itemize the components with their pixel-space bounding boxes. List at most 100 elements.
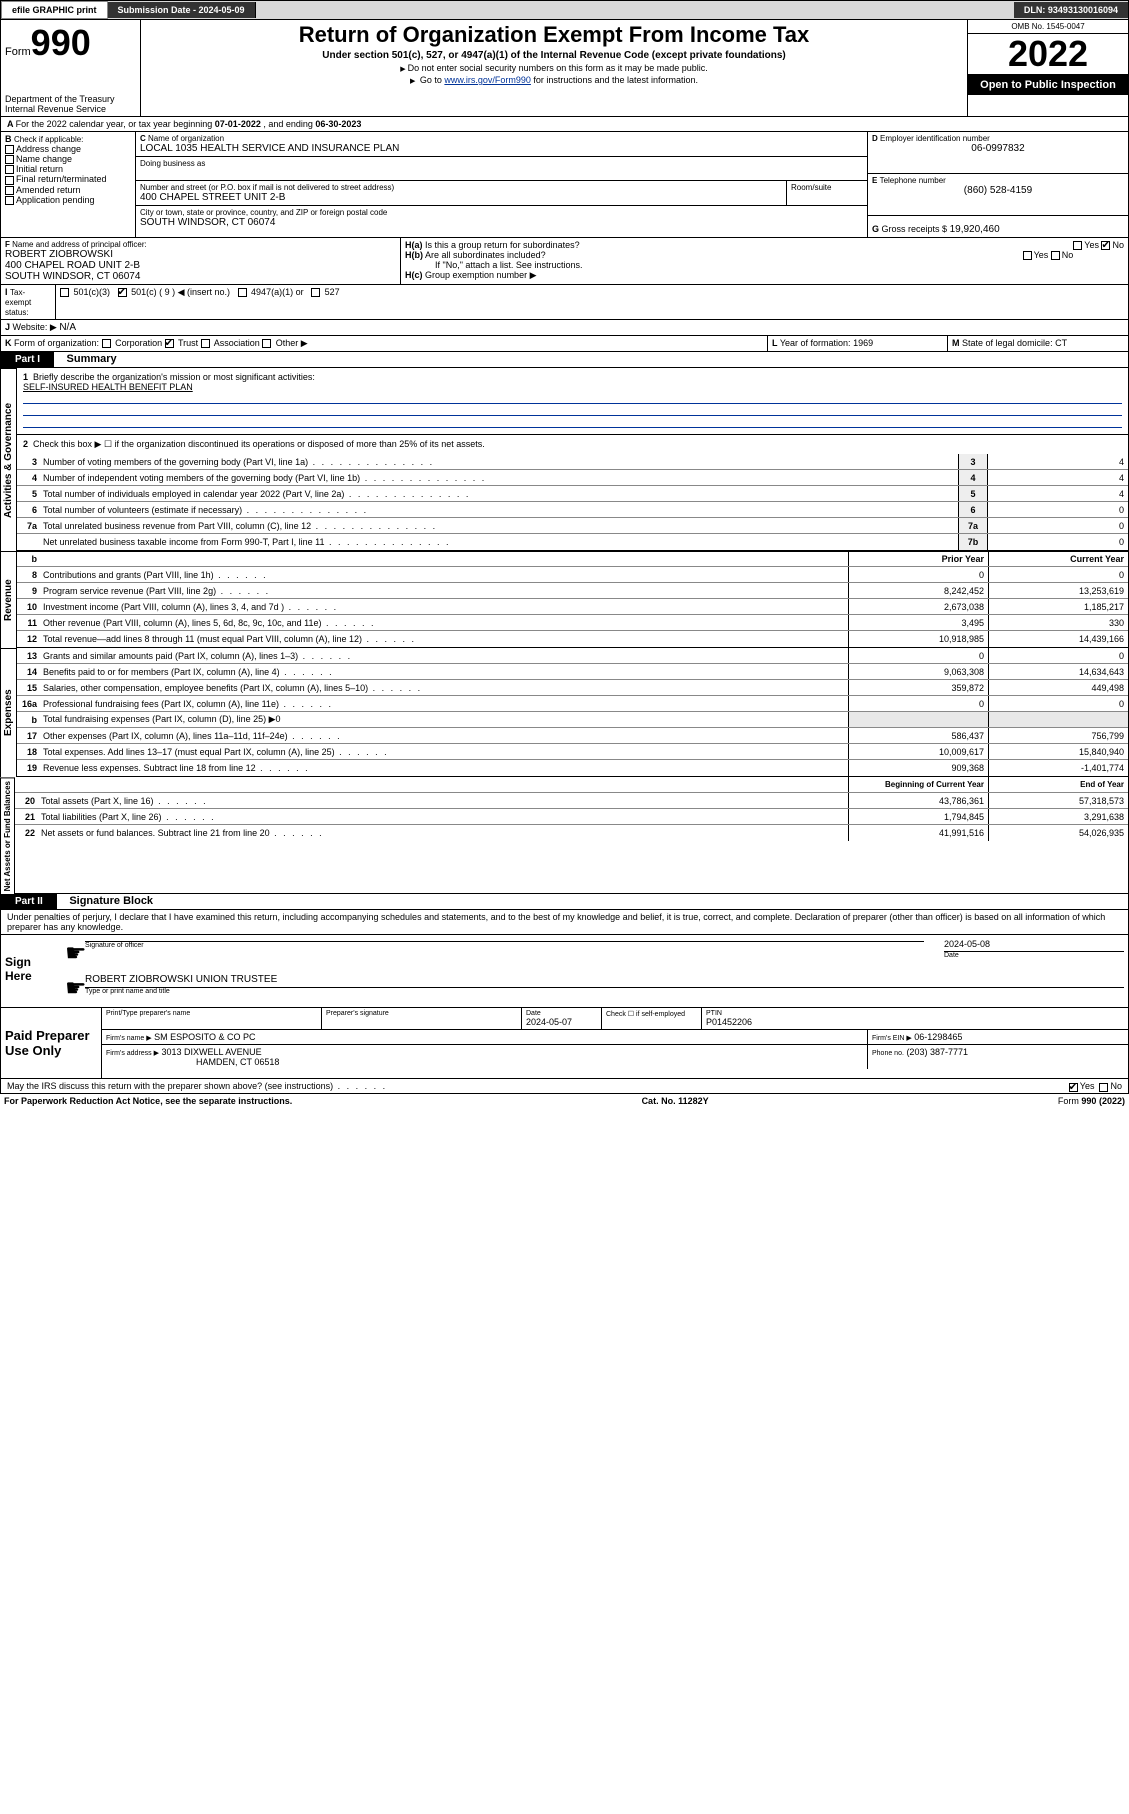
public-inspection: Open to Public Inspection bbox=[968, 75, 1128, 95]
chk-corp[interactable] bbox=[102, 339, 111, 348]
line-a: A For the 2022 calendar year, or tax yea… bbox=[0, 117, 1129, 132]
chk-4947[interactable] bbox=[238, 288, 247, 297]
exp-label: Expenses bbox=[0, 648, 17, 777]
penalty-text: Under penalties of perjury, I declare th… bbox=[0, 910, 1129, 935]
chk-name-change[interactable]: Name change bbox=[16, 154, 72, 164]
data-row: 8 Contributions and grants (Part VIII, l… bbox=[17, 567, 1128, 583]
form-subtitle: Under section 501(c), 527, or 4947(a)(1)… bbox=[149, 50, 959, 61]
chk-pending[interactable]: Application pending bbox=[16, 195, 95, 205]
year-formation: 1969 bbox=[853, 338, 873, 348]
firm-name: SM ESPOSITO & CO PC bbox=[154, 1032, 255, 1042]
chk-501c3[interactable] bbox=[60, 288, 69, 297]
data-row: 18 Total expenses. Add lines 13–17 (must… bbox=[17, 744, 1128, 760]
data-row: 13 Grants and similar amounts paid (Part… bbox=[17, 648, 1128, 664]
chk-amended[interactable]: Amended return bbox=[16, 185, 81, 195]
gov-row: 3 Number of voting members of the govern… bbox=[17, 454, 1128, 470]
hb-no[interactable] bbox=[1051, 251, 1060, 260]
phone: (860) 528-4159 bbox=[872, 185, 1124, 196]
gov-label: Activities & Governance bbox=[0, 368, 17, 551]
part1-revenue: Revenue b Prior Year Current Year 8 Cont… bbox=[0, 551, 1129, 648]
chk-other[interactable] bbox=[262, 339, 271, 348]
chk-501c[interactable] bbox=[118, 288, 127, 297]
chk-address-change[interactable]: Address change bbox=[16, 144, 81, 154]
dln: DLN: 93493130016094 bbox=[1014, 2, 1128, 18]
data-row: 21 Total liabilities (Part X, line 26) 1… bbox=[15, 809, 1128, 825]
ssn-note: Do not enter social security numbers on … bbox=[149, 63, 959, 73]
officer-print-name: ROBERT ZIOBROWSKI UNION TRUSTEE bbox=[85, 974, 1124, 985]
state-domicile: CT bbox=[1055, 338, 1067, 348]
firm-phone: (203) 387-7771 bbox=[906, 1047, 968, 1057]
tax-exempt-row: I Tax-exempt status: 501(c)(3) 501(c) ( … bbox=[0, 285, 1129, 320]
ha-yes[interactable] bbox=[1073, 241, 1082, 250]
part1-net-assets: Net Assets or Fund Balances Beginning of… bbox=[0, 777, 1129, 894]
discuss-yes[interactable] bbox=[1069, 1083, 1078, 1092]
org-name: LOCAL 1035 HEALTH SERVICE AND INSURANCE … bbox=[140, 143, 863, 154]
tax-year: 2022 bbox=[968, 34, 1128, 75]
submission-date: Submission Date - 2024-05-09 bbox=[108, 2, 256, 18]
chk-trust[interactable] bbox=[165, 339, 174, 348]
topbar: efile GRAPHIC print Submission Date - 20… bbox=[0, 0, 1129, 20]
form-number: Form990 bbox=[5, 22, 136, 64]
ptin: P01452206 bbox=[706, 1017, 1124, 1027]
chk-initial-return[interactable]: Initial return bbox=[16, 164, 63, 174]
hb-yes[interactable] bbox=[1023, 251, 1032, 260]
discuss-no[interactable] bbox=[1099, 1083, 1108, 1092]
data-row: 14 Benefits paid to or for members (Part… bbox=[17, 664, 1128, 680]
gov-row: 7a Total unrelated business revenue from… bbox=[17, 518, 1128, 534]
firm-ein: 06-1298465 bbox=[914, 1032, 962, 1042]
data-row: 9 Program service revenue (Part VIII, li… bbox=[17, 583, 1128, 599]
sig-date: 2024-05-08 bbox=[944, 939, 1124, 949]
part2-header: Part II Signature Block bbox=[0, 894, 1129, 910]
part1-header: Part I Summary bbox=[0, 352, 1129, 368]
org-address: 400 CHAPEL STREET UNIT 2-B bbox=[140, 192, 782, 203]
data-row: 11 Other revenue (Part VIII, column (A),… bbox=[17, 615, 1128, 631]
page-footer: For Paperwork Reduction Act Notice, see … bbox=[0, 1094, 1129, 1108]
rev-label: Revenue bbox=[0, 551, 17, 648]
data-row: 16a Professional fundraising fees (Part … bbox=[17, 696, 1128, 712]
ein: 06-0997832 bbox=[872, 143, 1124, 154]
officer-group-block: F Name and address of principal officer:… bbox=[0, 238, 1129, 285]
gov-row: Net unrelated business taxable income fr… bbox=[17, 534, 1128, 550]
current-year-hdr: Current Year bbox=[988, 552, 1128, 566]
officer-name: ROBERT ZIOBROWSKI bbox=[5, 249, 396, 260]
org-city: SOUTH WINDSOR, CT 06074 bbox=[140, 217, 863, 228]
form-title: Return of Organization Exempt From Incom… bbox=[149, 22, 959, 48]
part1-governance: Activities & Governance 1 Briefly descri… bbox=[0, 368, 1129, 551]
discuss-row: May the IRS discuss this return with the… bbox=[0, 1079, 1129, 1094]
data-row: b Total fundraising expenses (Part IX, c… bbox=[17, 712, 1128, 728]
link-note: Go to www.irs.gov/Form990 for instructio… bbox=[149, 75, 959, 85]
website: N/A bbox=[59, 322, 76, 333]
form-org-row: K Form of organization: Corporation Trus… bbox=[0, 336, 1129, 352]
irs-link[interactable]: www.irs.gov/Form990 bbox=[444, 75, 531, 85]
omb-number: OMB No. 1545-0047 bbox=[968, 20, 1128, 34]
chk-527[interactable] bbox=[311, 288, 320, 297]
data-row: 22 Net assets or fund balances. Subtract… bbox=[15, 825, 1128, 841]
data-row: 12 Total revenue—add lines 8 through 11 … bbox=[17, 631, 1128, 647]
data-row: 17 Other expenses (Part IX, column (A), … bbox=[17, 728, 1128, 744]
net-label: Net Assets or Fund Balances bbox=[0, 777, 15, 894]
data-row: 19 Revenue less expenses. Subtract line … bbox=[17, 760, 1128, 776]
identity-block: B Check if applicable: Address change Na… bbox=[0, 132, 1129, 238]
firm-addr: 3013 DIXWELL AVENUE bbox=[162, 1047, 262, 1057]
prior-year-hdr: Prior Year bbox=[848, 552, 988, 566]
mission: SELF-INSURED HEALTH BENEFIT PLAN bbox=[23, 382, 1122, 392]
dept-treasury: Department of the Treasury bbox=[5, 94, 136, 104]
gov-row: 6 Total number of volunteers (estimate i… bbox=[17, 502, 1128, 518]
irs-label: Internal Revenue Service bbox=[5, 104, 136, 114]
ha-no[interactable] bbox=[1101, 241, 1110, 250]
gov-row: 5 Total number of individuals employed i… bbox=[17, 486, 1128, 502]
chk-assoc[interactable] bbox=[201, 339, 210, 348]
prep-date: 2024-05-07 bbox=[526, 1017, 597, 1027]
form-header: Form990 Department of the Treasury Inter… bbox=[0, 20, 1129, 117]
gov-row: 4 Number of independent voting members o… bbox=[17, 470, 1128, 486]
part1-expenses: Expenses 13 Grants and similar amounts p… bbox=[0, 648, 1129, 777]
efile-btn[interactable]: efile GRAPHIC print bbox=[1, 1, 108, 19]
gross-receipts: 19,920,460 bbox=[950, 224, 1000, 235]
website-row: J Website: ▶ N/A bbox=[0, 320, 1129, 336]
chk-final-return[interactable]: Final return/terminated bbox=[16, 174, 107, 184]
eoy-hdr: End of Year bbox=[988, 777, 1128, 792]
data-row: 20 Total assets (Part X, line 16) 43,786… bbox=[15, 793, 1128, 809]
boy-hdr: Beginning of Current Year bbox=[848, 777, 988, 792]
data-row: 10 Investment income (Part VIII, column … bbox=[17, 599, 1128, 615]
paid-preparer-block: Paid Preparer Use Only Print/Type prepar… bbox=[0, 1008, 1129, 1079]
